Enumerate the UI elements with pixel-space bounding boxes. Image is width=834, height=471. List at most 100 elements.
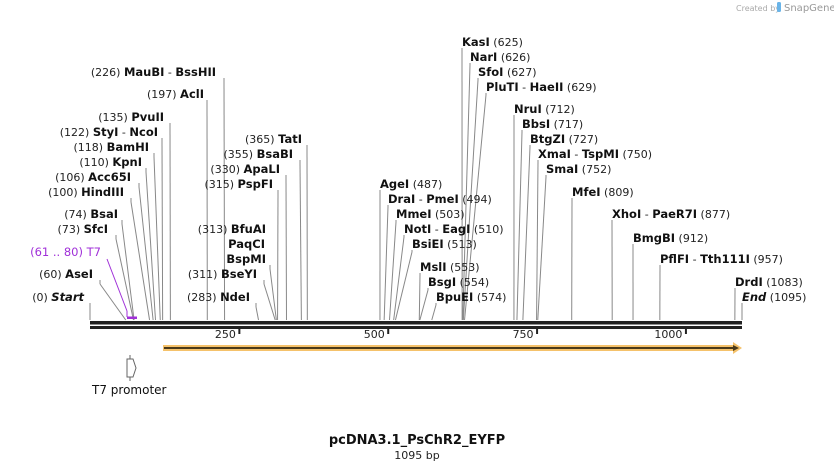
cut-site-bfuai[interactable]: (313) BfuAI [198, 222, 266, 236]
svg-text:NarI (626): NarI (626) [470, 50, 530, 64]
site-position: (330) [210, 163, 243, 176]
cut-site-xhoi[interactable]: XhoI - PaeR7I (877) [612, 207, 730, 221]
cut-site-kpni[interactable]: (110) KpnI [79, 155, 142, 169]
backbone-bottom-strand [90, 326, 742, 329]
leader-line [464, 94, 487, 321]
leader-line [431, 304, 437, 321]
cut-site-maubi[interactable]: (226) MauBI - BssHII [91, 65, 216, 79]
site-position: (1095) [766, 291, 806, 304]
svg-text:(118) BamHI: (118) BamHI [74, 140, 150, 154]
cut-site-hindiii[interactable]: (100) HindIII [48, 185, 124, 199]
cut-site-bpuei[interactable]: BpuEI (574) [436, 290, 506, 304]
site-position: (750) [619, 148, 652, 161]
cut-site-bsgi[interactable]: BsgI (554) [428, 275, 489, 289]
svg-text:PaqCI: PaqCI [228, 237, 265, 251]
leader-line [130, 201, 151, 321]
cut-site-asei[interactable]: (60) AseI [39, 267, 93, 281]
site-position: (809) [601, 186, 634, 199]
site-position: (74) [64, 208, 90, 221]
cut-site-paqci[interactable]: PaqCI [228, 237, 265, 251]
tick-label: 1000 [654, 328, 682, 341]
cut-site-pluti[interactable]: PluTI - HaeII (629) [486, 80, 596, 94]
site-position: (355) [224, 148, 257, 161]
feature-label-t7[interactable]: (61 .. 80) T7 [30, 245, 101, 259]
leader-line [462, 64, 471, 321]
enzyme-name: MauBI [124, 65, 164, 79]
cut-site-end[interactable]: End (1095) [742, 290, 806, 304]
enzyme-name: AclI [180, 87, 204, 101]
cut-site-bseyi[interactable]: (311) BseYI [188, 267, 257, 281]
cut-site-pflfi[interactable]: PflFI - Tth111I (957) [660, 252, 783, 266]
cut-site-msli[interactable]: MslI (553) [420, 260, 480, 274]
leader-line [537, 176, 547, 321]
cut-site-apali[interactable]: (330) ApaLI [210, 162, 280, 176]
site-position: (957) [750, 253, 783, 266]
cut-site-tati[interactable]: (365) TatI [245, 132, 302, 146]
cut-site-bspmi[interactable]: BspMI [226, 252, 266, 266]
cut-site-mfei[interactable]: MfeI (809) [572, 185, 634, 199]
site-position: (553) [447, 261, 480, 274]
svg-text:MslI (553): MslI (553) [420, 260, 480, 274]
cut-site-xmai[interactable]: XmaI - TspMI (750) [538, 147, 652, 161]
cut-site-kasi[interactable]: KasI (625) [462, 35, 523, 49]
cut-site-sfoi[interactable]: SfoI (627) [478, 65, 537, 79]
cut-site-nari[interactable]: NarI (626) [470, 50, 530, 64]
cut-site-smai[interactable]: SmaI (752) [546, 162, 611, 176]
site-position: (315) [204, 178, 237, 191]
backbone [90, 316, 742, 329]
snapgene-logo-icon [777, 2, 781, 12]
enzyme-name: BsgI [428, 275, 456, 289]
leader-line [106, 258, 128, 312]
enzyme-name: XmaI [538, 147, 571, 161]
cut-site-pspfi[interactable]: (315) PspFI [204, 177, 273, 191]
cut-site-drdi[interactable]: DrdI (1083) [735, 275, 803, 289]
enzyme-alt-name: BssHII [175, 65, 216, 79]
cut-site-bamhi[interactable]: (118) BamHI [74, 140, 150, 154]
enzyme-alt-name: PaeR7I [652, 207, 697, 221]
cut-site-btgzi[interactable]: BtgZI (727) [530, 132, 598, 146]
cut-site-bsabi[interactable]: (355) BsaBI [224, 147, 294, 161]
svg-text:(100) HindIII: (100) HindIII [48, 185, 124, 199]
t7-promoter-feature[interactable]: T7 promoter [91, 355, 167, 397]
cut-site-ndei[interactable]: (283) NdeI [187, 290, 250, 304]
svg-text:(197) AclI: (197) AclI [147, 87, 204, 101]
cut-site-labels: (226) MauBI - BssHII (197) AclI (135) PvuI… [30, 35, 806, 304]
enzyme-name: PflFI [660, 252, 689, 266]
enzyme-name: NdeI [220, 290, 250, 304]
enzyme-name: BtgZI [530, 132, 565, 146]
orf-arrow[interactable] [163, 342, 742, 354]
cut-site-bsiei[interactable]: BsiEI (513) [412, 237, 477, 251]
cut-site-drai[interactable]: DraI - PmeI (494) [388, 192, 492, 206]
leader-line [383, 206, 389, 321]
site-position: (60) [39, 268, 65, 281]
snapgene-credit[interactable]: Created by SnapGene [736, 2, 834, 14]
cut-site-noti[interactable]: NotI - EagI (510) [404, 222, 504, 236]
site-position: (752) [578, 163, 611, 176]
cut-site-bmgbi[interactable]: BmgBI (912) [633, 231, 708, 245]
site-position: (626) [497, 51, 530, 64]
cut-site-sfci[interactable]: (73) SfcI [58, 222, 108, 236]
cut-site-bbsi[interactable]: BbsI (717) [522, 117, 583, 131]
cut-site-nrui[interactable]: NruI (712) [514, 102, 575, 116]
cut-site-pvuii[interactable]: (135) PvuII [98, 110, 164, 124]
site-position: (727) [565, 133, 598, 146]
site-position: (197) [147, 88, 180, 101]
enzyme-name: BsaBI [257, 147, 293, 161]
cut-site-acc65i[interactable]: (106) Acc65I [55, 170, 131, 184]
cut-site-bsai[interactable]: (74) BsaI [64, 207, 118, 221]
cut-site-agei[interactable]: AgeI (487) [380, 177, 442, 191]
svg-text:MmeI (503): MmeI (503) [396, 207, 465, 221]
site-position: (554) [456, 276, 489, 289]
cut-site-mmei[interactable]: MmeI (503) [396, 207, 465, 221]
cut-site-acli[interactable]: (197) AclI [147, 87, 204, 101]
t7-feature-bar[interactable] [127, 316, 137, 320]
leader-line [393, 236, 405, 321]
site-position: (574) [473, 291, 506, 304]
site-position: (100) [48, 186, 81, 199]
tick-mark [684, 328, 687, 334]
svg-text:(61 .. 80) T7: (61 .. 80) T7 [30, 245, 101, 259]
enzyme-name: SfcI [84, 222, 108, 236]
cut-site-start[interactable]: (0) Start [32, 290, 84, 304]
tick-label: 500 [364, 328, 385, 341]
cut-site-styi[interactable]: (122) StyI - NcoI [60, 125, 158, 139]
